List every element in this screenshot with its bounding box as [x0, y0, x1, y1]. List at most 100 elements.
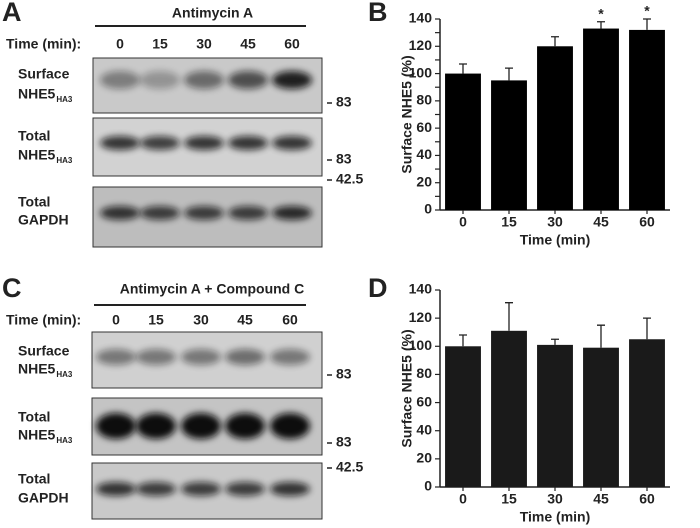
x-tick-label: 60 [639, 214, 655, 230]
blot-band [96, 413, 136, 439]
x-tick-label: 60 [639, 491, 655, 507]
bar [491, 80, 527, 211]
blot-band [184, 136, 224, 150]
blot-band [225, 413, 265, 439]
blot-band [100, 136, 140, 150]
blot-band [136, 482, 176, 496]
y-tick-label: 20 [416, 173, 432, 189]
lane-time: 15 [148, 312, 164, 328]
error-bar [505, 67, 513, 81]
blot-band [272, 71, 312, 89]
row-label-subscript: HA3 [56, 95, 73, 104]
mw-marker: 83 [336, 366, 352, 382]
blot-band [270, 482, 310, 496]
blot-band [96, 349, 136, 365]
row-label-subscript: HA3 [56, 156, 73, 165]
y-tick-label: 0 [424, 478, 432, 494]
y-tick-label: 20 [416, 450, 432, 466]
x-axis-title: Time (min) [520, 509, 591, 525]
blot-band [181, 349, 221, 365]
lane-time: 45 [237, 312, 253, 328]
error-bar [597, 324, 605, 348]
row-label: NHE5 [18, 147, 56, 163]
bar [445, 73, 481, 210]
lane-time: 60 [284, 36, 300, 52]
error-bar [459, 63, 467, 74]
panel-letter: D [368, 273, 388, 303]
blot-band [228, 71, 268, 89]
significance-mark: * [644, 3, 650, 19]
error-bar [643, 18, 651, 30]
significance-mark: * [598, 5, 604, 21]
blot-band [136, 349, 176, 365]
bar [445, 346, 481, 487]
time-label: Time (min): [6, 312, 81, 328]
y-tick-label: 40 [416, 146, 432, 162]
lane-time: 15 [152, 36, 168, 52]
row-label: Total [18, 194, 50, 210]
y-tick-label: 140 [409, 281, 433, 297]
row-label: Surface [18, 66, 70, 82]
row-label: Total [18, 471, 50, 487]
blot-band [228, 136, 268, 150]
blot-band [140, 206, 180, 220]
y-tick-label: 100 [409, 64, 433, 80]
blot-band [225, 349, 265, 365]
time-label: Time (min): [6, 36, 81, 52]
y-tick-label: 40 [416, 421, 432, 437]
x-tick-label: 15 [501, 214, 517, 230]
y-tick-label: 120 [409, 309, 433, 325]
x-tick-label: 30 [547, 214, 563, 230]
error-bar [551, 338, 559, 345]
row-label-subscript: HA3 [56, 370, 73, 379]
x-tick-label: 30 [547, 491, 563, 507]
row-label: Total [18, 409, 50, 425]
blot-band [140, 71, 180, 89]
panel-letter: B [368, 0, 388, 27]
y-tick-label: 100 [409, 337, 433, 353]
error-bar [597, 21, 605, 29]
mw-marker: 42.5 [336, 171, 363, 187]
row-label: NHE5 [18, 427, 56, 443]
bar [583, 347, 619, 487]
blot-band [228, 206, 268, 220]
mw-marker: 42.5 [336, 459, 363, 475]
blot-band [181, 413, 221, 439]
y-tick-label: 0 [424, 201, 432, 217]
row-label: Surface [18, 343, 70, 359]
y-tick-label: 80 [416, 92, 432, 108]
y-tick-label: 80 [416, 365, 432, 381]
row-label-subscript: HA3 [56, 436, 73, 445]
blot-band [270, 413, 310, 439]
y-tick-label: 140 [409, 10, 433, 26]
blot-band [96, 482, 136, 496]
mw-marker: 83 [336, 94, 352, 110]
blot-band [100, 71, 140, 89]
y-axis-title: Surface NHE5 (%) [399, 55, 415, 173]
lane-time: 30 [196, 36, 212, 52]
bar [629, 339, 665, 487]
lane-time: 30 [193, 312, 209, 328]
treatment-label: Antimycin A [172, 5, 253, 21]
mw-marker: 83 [336, 151, 352, 167]
bar [583, 28, 619, 210]
lane-time: 0 [112, 312, 120, 328]
row-label: GAPDH [18, 490, 69, 506]
x-axis-title: Time (min) [520, 232, 591, 248]
blot-band [136, 413, 176, 439]
mw-marker: 83 [336, 434, 352, 450]
row-label: GAPDH [18, 212, 69, 228]
lane-time: 45 [240, 36, 256, 52]
blot-band [181, 482, 221, 496]
y-tick-label: 60 [416, 393, 432, 409]
row-label: NHE5 [18, 361, 56, 377]
blot-band [184, 71, 224, 89]
x-tick-label: 0 [459, 214, 467, 230]
panel-letter: C [2, 273, 22, 303]
error-bar [643, 317, 651, 340]
y-axis-title: Surface NHE5 (%) [399, 329, 415, 447]
bar [537, 344, 573, 487]
bar [629, 29, 665, 210]
x-tick-label: 45 [593, 491, 609, 507]
